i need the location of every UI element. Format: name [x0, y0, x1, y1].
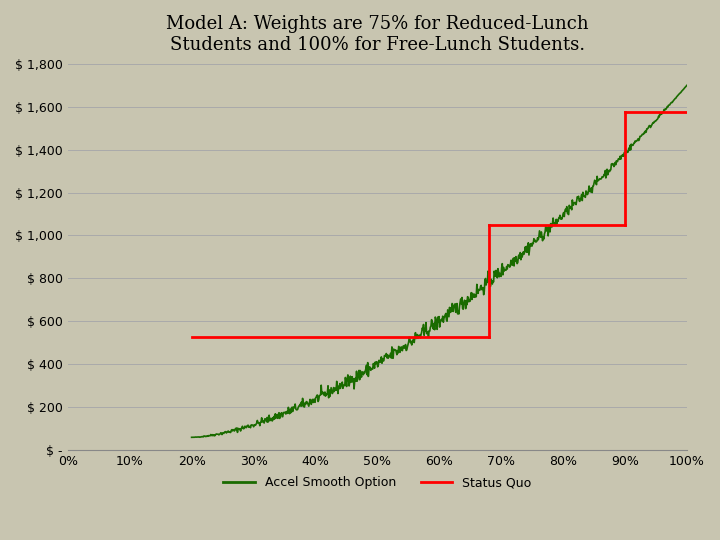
- Legend: Accel Smooth Option, Status Quo: Accel Smooth Option, Status Quo: [218, 471, 536, 494]
- Title: Model A: Weights are 75% for Reduced-Lunch
Students and 100% for Free-Lunch Stud: Model A: Weights are 75% for Reduced-Lun…: [166, 15, 589, 54]
